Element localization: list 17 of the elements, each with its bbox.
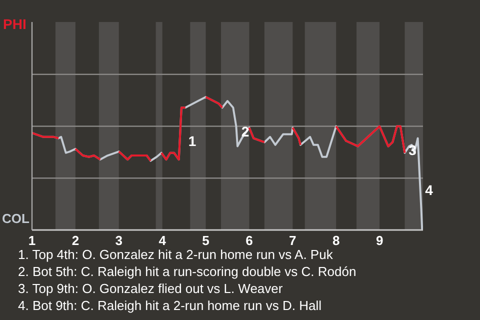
text: PHI (3, 16, 26, 32)
text: 1. Top 4th: O. Gonzalez hit a 2-run home run vs A. Puk (18, 246, 334, 263)
text: 3. Top 9th: O. Gonzalez flied out vs L. Weaver (18, 280, 284, 297)
text: 2. Bot 5th: C. Raleigh hit a run-scoring double vs C. Rodón (18, 263, 356, 280)
text: COL (2, 211, 30, 226)
x-tick-label: 7 (289, 233, 296, 248)
x-tick-label: 8 (332, 233, 340, 248)
text: 4. Bot 9th: C. Raleigh hit a 2-run home run vs D. Hall (18, 297, 322, 314)
annotation: 4 (425, 182, 434, 198)
x-tick-label: 4 (158, 233, 167, 248)
annotation: 1 (188, 132, 196, 149)
x-tick-label: 3 (115, 233, 123, 248)
x-tick-label: 5 (202, 233, 210, 248)
x-tick-label: 9 (376, 233, 384, 248)
x-tick-label: 1 (28, 233, 36, 248)
x-tick-label: 2 (72, 233, 80, 248)
x-tick-label: 6 (246, 233, 253, 248)
